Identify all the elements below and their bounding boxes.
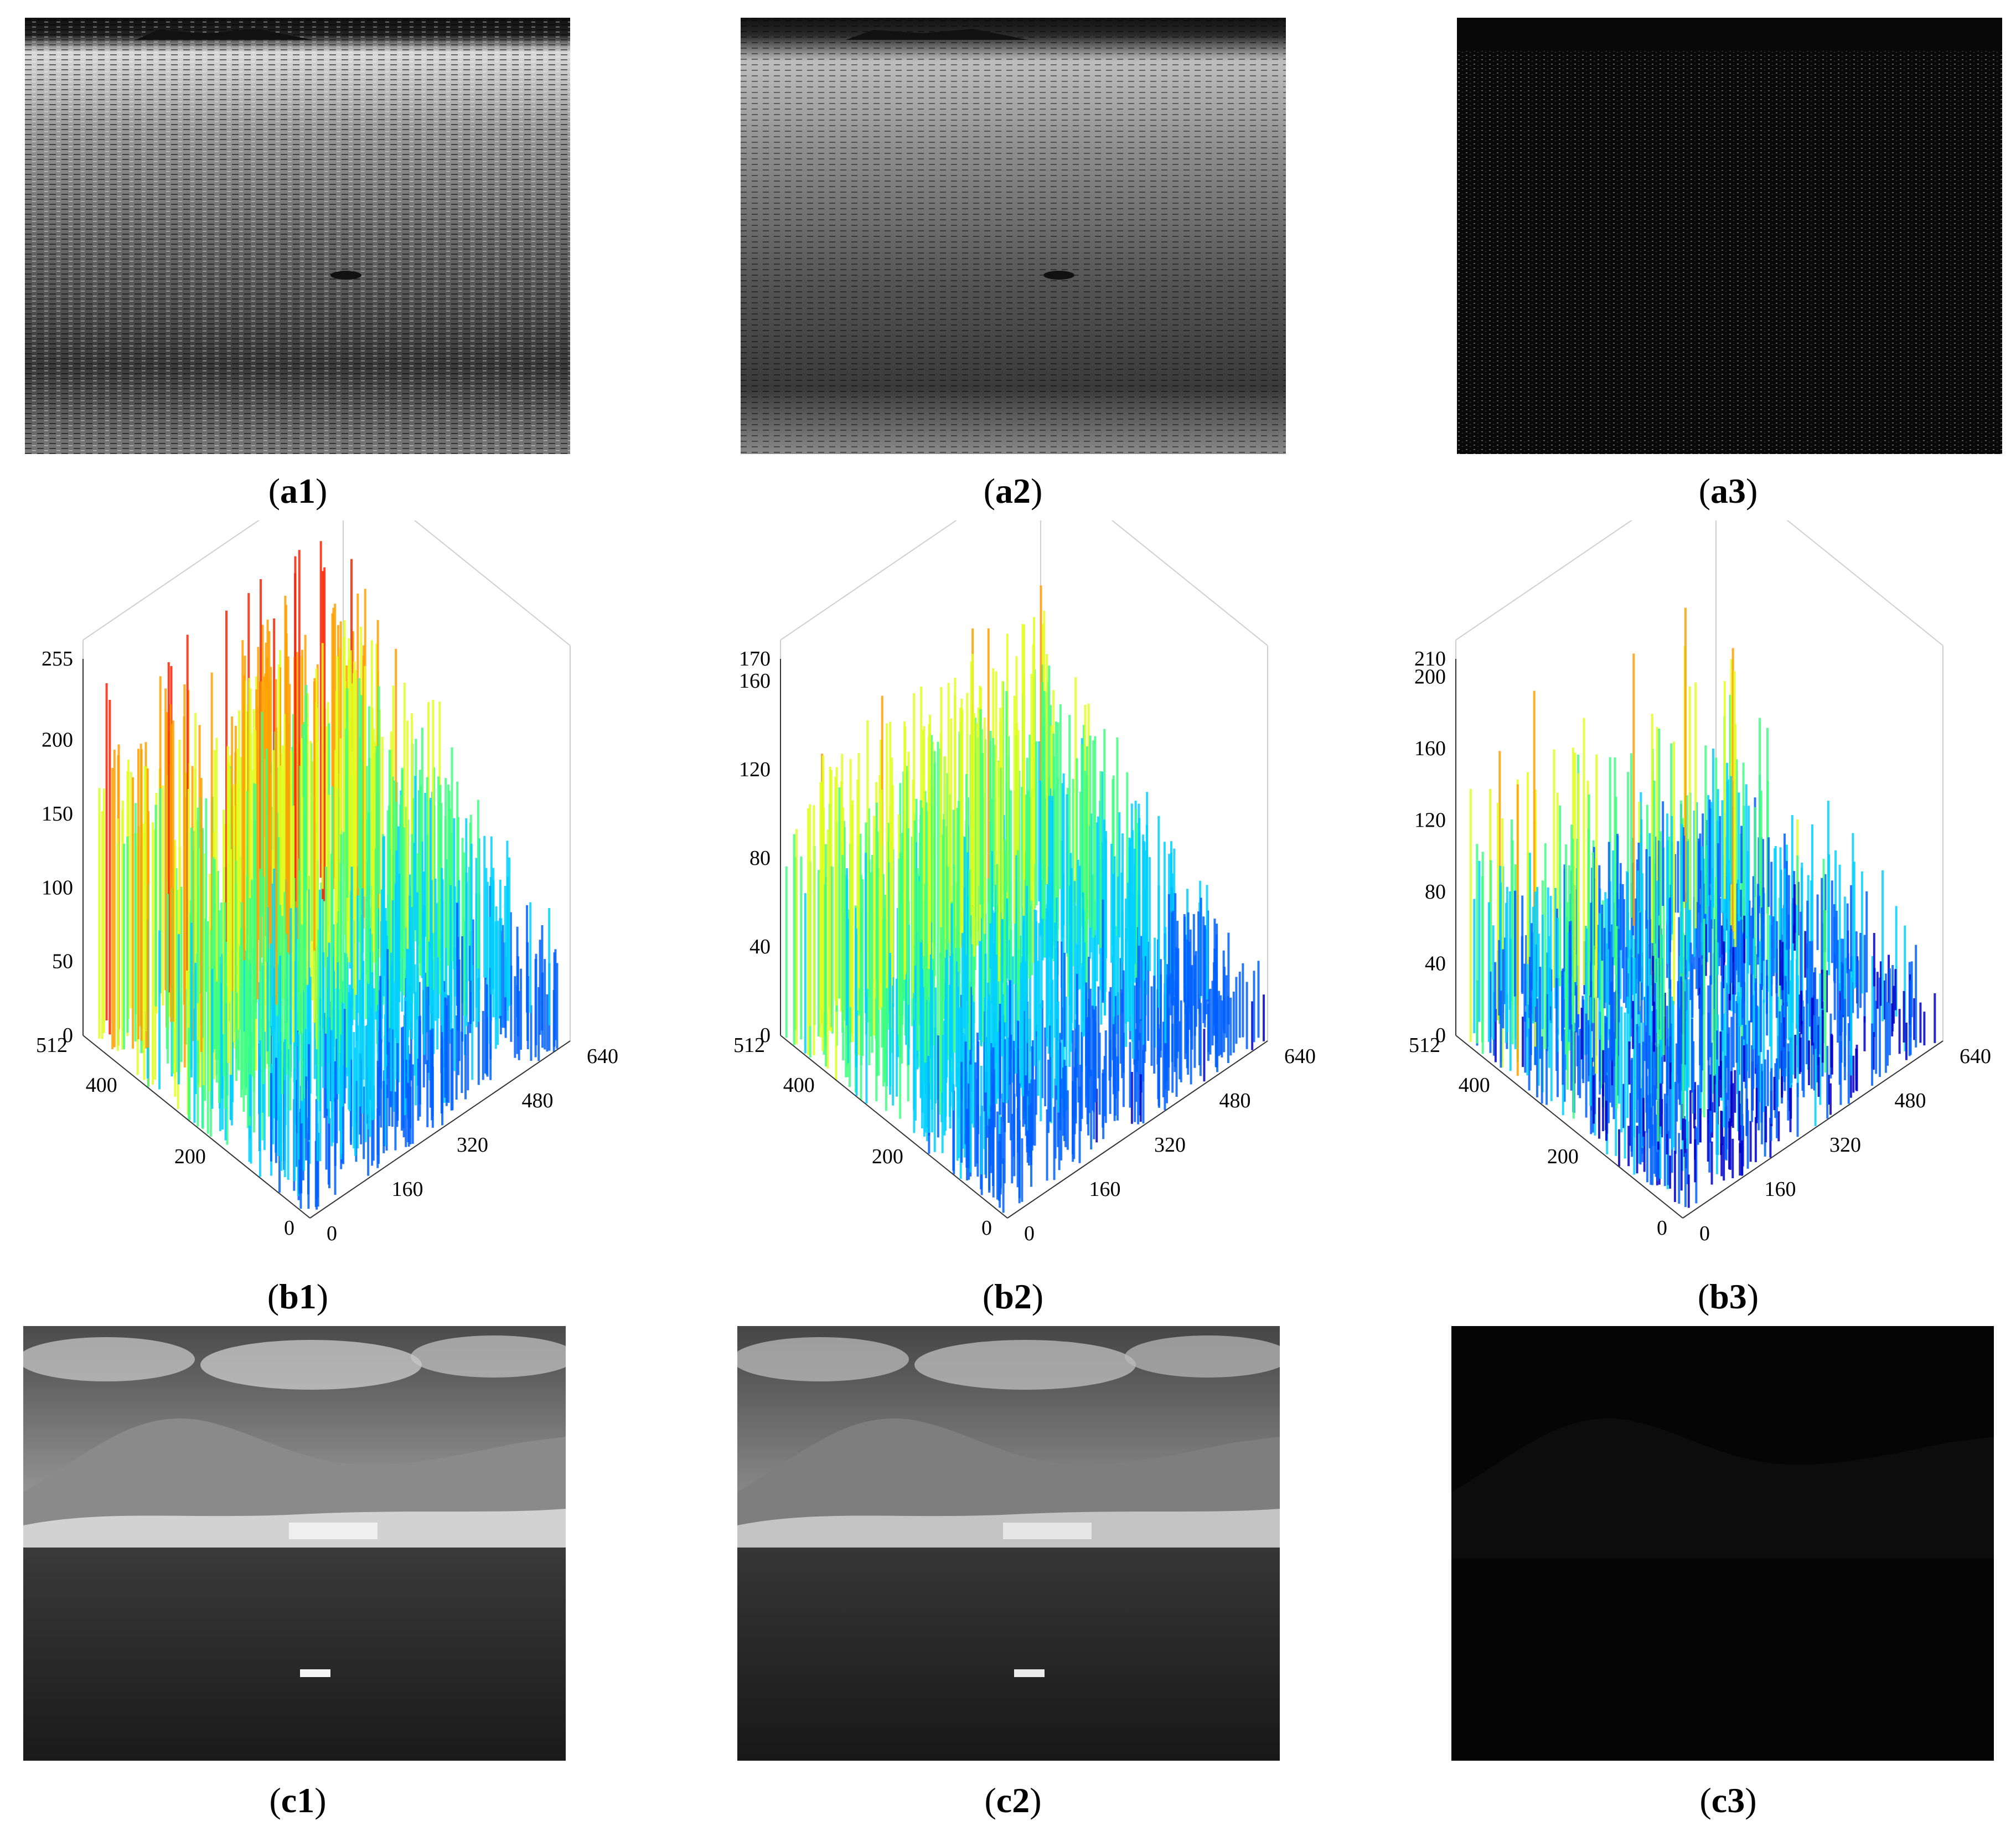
z-tick-label: 160 — [1414, 737, 1446, 760]
z-tick-label: 0 — [63, 1024, 73, 1047]
image-a1 — [25, 18, 570, 454]
axes — [82, 659, 571, 1219]
z-tick-label: 150 — [42, 802, 73, 826]
x-tick-label: 640 — [1960, 1045, 1991, 1068]
y-tick-label: 0 — [981, 1216, 992, 1240]
x-tick-label: 160 — [392, 1178, 423, 1201]
z-tick-label: 120 — [1414, 808, 1446, 832]
caption-a2: (a2) — [983, 471, 1043, 510]
surface-spikes — [785, 585, 1265, 1213]
z-tick-label: 80 — [1425, 880, 1446, 904]
y-tick-label: 400 — [1459, 1074, 1490, 1097]
y-tick-label: 0 — [1657, 1216, 1667, 1240]
caption-a3: (a3) — [1698, 471, 1758, 510]
axes — [1455, 659, 1943, 1219]
x-tick-label: 320 — [1154, 1133, 1186, 1157]
y-tick-label: 400 — [86, 1074, 117, 1097]
y-tick-label: 512 — [1409, 1034, 1440, 1057]
x-tick-label: 640 — [587, 1045, 618, 1068]
z-tick-label: 40 — [749, 935, 771, 958]
x-tick-label: 160 — [1765, 1178, 1796, 1201]
z-tick-label: 50 — [52, 950, 73, 973]
y-tick-label: 400 — [783, 1074, 815, 1097]
z-tick-label: 40 — [1425, 952, 1446, 975]
image-c1 — [23, 1326, 566, 1761]
z-tick-label: 0 — [760, 1024, 771, 1047]
z-tick-label: 200 — [1414, 665, 1446, 688]
caption-c2: (c2) — [984, 1781, 1042, 1820]
z-tick-label: 80 — [749, 847, 771, 870]
z-tick-label: 160 — [739, 669, 771, 693]
x-tick-label: 640 — [1284, 1045, 1316, 1068]
axes — [780, 659, 1268, 1219]
caption-c1: (c1) — [269, 1781, 327, 1820]
x-tick-label: 320 — [457, 1133, 488, 1157]
z-tick-label: 210 — [1414, 647, 1446, 670]
y-tick-label: 512 — [36, 1034, 68, 1057]
y-tick-label: 200 — [872, 1145, 903, 1168]
x-tick-label: 0 — [1024, 1222, 1035, 1245]
caption-a1: (a1) — [268, 471, 328, 510]
x-tick-label: 160 — [1089, 1178, 1121, 1201]
surface-spikes — [98, 541, 559, 1210]
x-tick-label: 0 — [327, 1222, 337, 1245]
z-tick-label: 255 — [42, 647, 73, 670]
x-tick-label: 0 — [1699, 1222, 1710, 1245]
y-tick-label: 200 — [174, 1145, 206, 1168]
surface-plot-b1: 0 50 100 150 200 255 0 200 400 512 0 160 320 480 640 — [0, 520, 664, 1296]
surface-spikes — [1469, 607, 1936, 1208]
image-c2 — [737, 1326, 1280, 1761]
y-tick-label: 0 — [284, 1216, 294, 1240]
caption-b2: (b2) — [982, 1277, 1044, 1316]
z-tick-label: 170 — [739, 647, 771, 670]
surface-plot-b2: 0 40 80 120 160 170 0 200 400 512 0 160 320 480 640 — [697, 520, 1362, 1296]
x-tick-label: 480 — [1895, 1089, 1926, 1112]
image-a2 — [741, 18, 1286, 454]
caption-b1: (b1) — [267, 1277, 329, 1316]
z-tick-label: 100 — [42, 876, 73, 899]
caption-b3: (b3) — [1697, 1277, 1759, 1316]
surface-plot-b3: 0 40 80 120 160 200 210 0 200 400 512 0 160 320 480 640 — [1373, 520, 2016, 1296]
x-tick-label: 480 — [1219, 1089, 1251, 1112]
y-tick-label: 512 — [733, 1034, 765, 1057]
x-tick-label: 320 — [1829, 1133, 1861, 1157]
z-tick-label: 0 — [1435, 1024, 1446, 1047]
image-c3 — [1451, 1326, 1994, 1761]
y-tick-label: 200 — [1547, 1145, 1579, 1168]
x-tick-label: 480 — [522, 1089, 554, 1112]
caption-c3: (c3) — [1699, 1781, 1757, 1820]
image-a3 — [1457, 18, 2002, 454]
z-tick-label: 120 — [739, 758, 771, 781]
z-tick-label: 200 — [42, 729, 73, 752]
